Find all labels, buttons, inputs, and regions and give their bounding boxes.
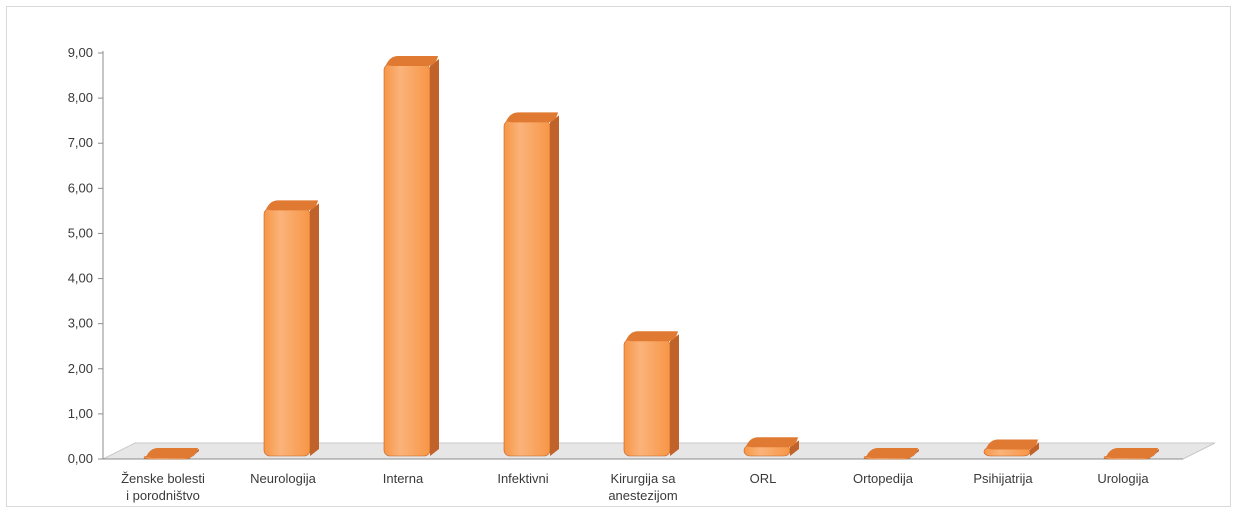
bar [263, 200, 319, 457]
bar-top [986, 439, 1038, 450]
bar-front [623, 338, 671, 457]
x-tick-label-line: Kirurgija sa [610, 471, 676, 486]
x-tick-label: Ženske bolesti i porodništvo [121, 471, 205, 503]
y-tick-label: 5,00 [68, 225, 93, 240]
bar-side [310, 203, 319, 456]
x-tick-label-line: Neurologija [250, 471, 317, 486]
bar-top [386, 56, 438, 67]
y-tick-label: 9,00 [68, 45, 93, 60]
bar [863, 448, 919, 460]
bar-top [746, 437, 798, 448]
chart-container: 0,00 1,00 2,00 3,00 4,00 5,00 6,00 7,00 8,00 9,00… [6, 6, 1231, 507]
bar-top [866, 448, 918, 458]
x-tick-label: Psihijatrija [973, 471, 1033, 486]
x-tick-label-line: Ortopedija [853, 471, 914, 486]
bar [143, 448, 199, 460]
x-tick-label-line: Ženske bolesti [121, 471, 205, 486]
bar [1103, 448, 1159, 460]
bar-side [790, 440, 799, 456]
bars [143, 56, 1159, 460]
x-tick-label: Kirurgija sa anestezijom [608, 471, 677, 503]
y-axis: 0,00 1,00 2,00 3,00 4,00 5,00 6,00 7,00 8,00 9,00 [68, 45, 1183, 466]
bar-chart: 0,00 1,00 2,00 3,00 4,00 5,00 6,00 7,00 8,00 9,00… [68, 45, 1216, 503]
bar [743, 437, 799, 457]
bar-front [503, 120, 551, 457]
bar [983, 439, 1039, 457]
bar-front [263, 208, 311, 457]
bar-side [670, 334, 679, 456]
x-tick-label: ORL [750, 471, 777, 486]
y-tick-label: 8,00 [68, 90, 93, 105]
bar-top [266, 200, 318, 211]
y-tick-label: 4,00 [68, 271, 93, 286]
y-tick-label: 6,00 [68, 180, 93, 195]
bar-side [1030, 442, 1039, 456]
bar-front [383, 63, 431, 457]
x-tick-label-line: Interna [383, 471, 424, 486]
y-tick-label: 0,00 [68, 451, 93, 466]
x-tick-label-line: Psihijatrija [973, 471, 1033, 486]
y-tick-label: 2,00 [68, 361, 93, 376]
y-tick-label: 7,00 [68, 135, 93, 150]
bar-side [430, 59, 439, 457]
bar-top [1106, 448, 1158, 458]
x-axis-labels: Ženske bolesti i porodništvo Neurologija In… [121, 471, 1149, 503]
bar [383, 56, 439, 457]
x-tick-label-line: Urologija [1097, 471, 1149, 486]
x-tick-label: Infektivni [497, 471, 548, 486]
bar-side [550, 115, 559, 457]
x-tick-label-line: ORL [750, 471, 777, 486]
bar-top [146, 448, 198, 458]
x-tick-label-line: i porodništvo [126, 488, 200, 503]
x-tick-label: Urologija [1097, 471, 1149, 486]
x-tick-label: Neurologija [250, 471, 317, 486]
y-tick-label: 3,00 [68, 316, 93, 331]
bar-top [506, 112, 558, 123]
bar [503, 112, 559, 457]
bar-top [626, 331, 678, 342]
x-tick-label-line: anestezijom [608, 488, 677, 503]
x-tick-label: Ortopedija [853, 471, 914, 486]
x-tick-label: Interna [383, 471, 424, 486]
y-tick-label: 1,00 [68, 406, 93, 421]
bar [623, 331, 679, 457]
x-tick-label-line: Infektivni [497, 471, 548, 486]
